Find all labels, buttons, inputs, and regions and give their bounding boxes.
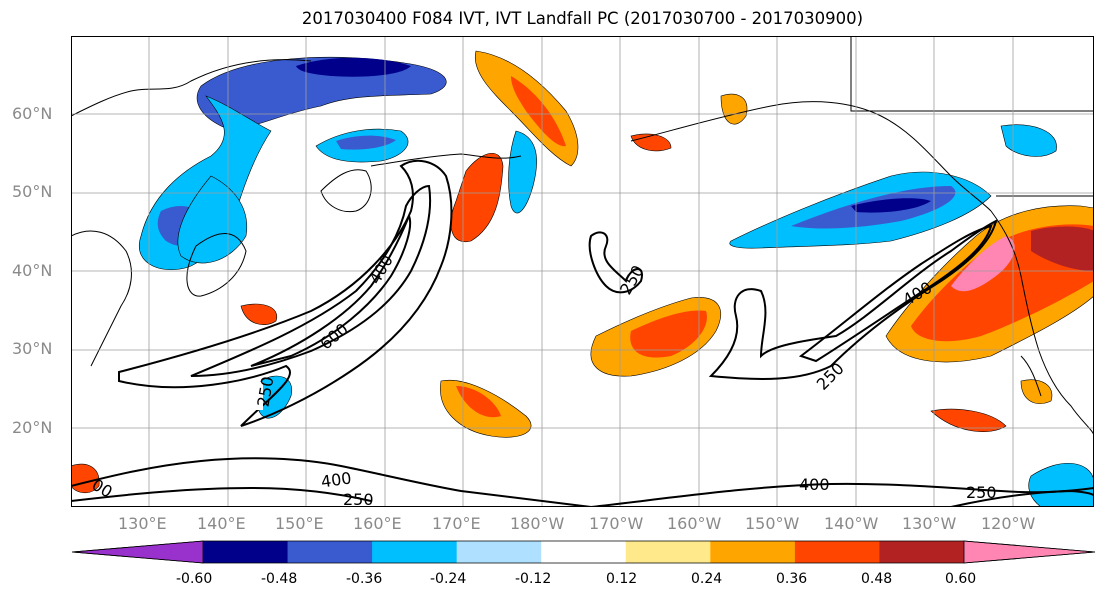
lon-label-170w: 170°W [589,514,644,533]
colorbar-cell [203,541,289,563]
contour-250-east-jet [708,219,998,380]
contour-label-400-east-subtropical: 250 [966,483,997,502]
graticule [71,36,1094,507]
contour-250-subtropical [71,457,592,507]
negative-core-kamchatka [336,135,396,150]
lon-label-150w: 150°W [745,514,800,533]
contour-label-250-east-subtropical: 400 [799,475,830,494]
colorbar-extend-min [71,540,204,564]
lat-label-20n: 20°N [12,418,53,437]
positive-core-bering [511,76,566,147]
contour-250-central [588,231,643,294]
coastline-west-coast [990,210,1094,437]
colorbar-cell [625,541,711,563]
colorbar-label-neg048: -0.48 [261,571,298,587]
colorbar-cell [710,541,796,563]
negative-region-siberia [196,56,447,130]
colorbar-cell [372,541,458,563]
lon-label-130w: 130°W [902,514,957,533]
coastline-aleutians [370,153,522,167]
colorbar-cell [879,541,965,563]
lon-label-170e: 170°E [432,514,481,533]
lon-label-120w: 120°W [981,514,1036,533]
ivt-contour-layer [71,159,1094,507]
positive-core-subtropics-west [456,386,501,418]
coastline-china [71,230,132,367]
contour-400-west-jet [190,184,432,377]
contour-label-400-subtropical: 250 [343,490,374,507]
shaded-field-layer [71,50,1094,507]
coastline-alaska [630,101,992,212]
lon-label-160e: 160°E [353,514,402,533]
map-canvas: 250 400 600 400 250 250 400 250 400 250 … [71,36,1094,507]
strong-negative-siberia [296,57,411,77]
contour-400-subtropical [71,486,372,502]
colorbar-label-neg060: -0.60 [176,571,213,587]
lon-label-150e: 150°E [275,514,324,533]
colorbar-cells [71,540,1096,564]
negative-region-180 [508,130,537,214]
negative-region-northeast-china [177,175,248,264]
positive-region-mexico [1020,379,1053,404]
lon-label-140e: 140°E [197,514,246,533]
coastline-layer [71,36,1094,437]
colorbar-label-neg036: -0.36 [346,571,383,587]
colorbar-label-036: 0.36 [776,571,808,587]
strong-negative-gulf-of-alaska [851,198,931,213]
contour-400-east-jet [798,224,993,363]
lat-label-40n: 40°N [12,261,53,280]
negative-region-mexico-coast [1028,463,1094,507]
lon-label-160w: 160°W [667,514,722,533]
positive-region-south-of-baja [930,408,1007,432]
coastline-siberia [71,59,312,117]
lon-label-130e: 130°E [118,514,167,533]
coastline-baja [1020,355,1042,397]
map-border [71,36,1094,507]
lat-label-60n: 60°N [12,104,53,123]
positive-region-ryukyu [240,303,278,325]
negative-region-yukon [1000,124,1057,157]
coastline-kamchatka [320,169,372,213]
colorbar-outline [71,540,1096,564]
positive-core-central-pacific [630,310,707,358]
contour-600-west-jet [250,213,412,367]
colorbar-label-neg024: -0.24 [430,571,467,587]
lon-label-140w: 140°W [824,514,879,533]
colorbar [71,540,1096,564]
colorbar-label-neg012: -0.12 [515,571,552,587]
coastline-japan [186,233,247,297]
colorbar-cell [456,541,542,563]
positive-region-alaska-peninsula [720,93,748,125]
positive-region-aleutians [450,152,504,243]
colorbar-label-024: 0.24 [691,571,723,587]
strong-positive-landfall [951,236,1015,292]
colorbar-extend-max [963,540,1096,564]
colorbar-label-060: 0.60 [945,571,977,587]
contour-label-250-subtropical: 400 [320,468,353,491]
map-title: 2017030400 F084 IVT, IVT Landfall PC (20… [301,9,864,28]
lat-label-30n: 30°N [12,339,53,358]
contour-400-east-subtropical [950,489,1094,507]
lat-label-50n: 50°N [12,182,53,201]
map-panel: 250 400 600 400 250 250 400 250 400 250 … [71,36,1094,507]
lon-label-180w: 180°W [510,514,565,533]
colorbar-cell [287,541,373,563]
positive-region-south-china-sea [71,463,100,494]
colorbar-cell [794,541,880,563]
colorbar-label-012: 0.12 [606,571,638,587]
colorbar-label-048: 0.48 [861,571,893,587]
colorbar-cell [541,541,627,563]
contour-250-west-jet [118,159,453,427]
positive-core-interior-west [1031,226,1094,271]
